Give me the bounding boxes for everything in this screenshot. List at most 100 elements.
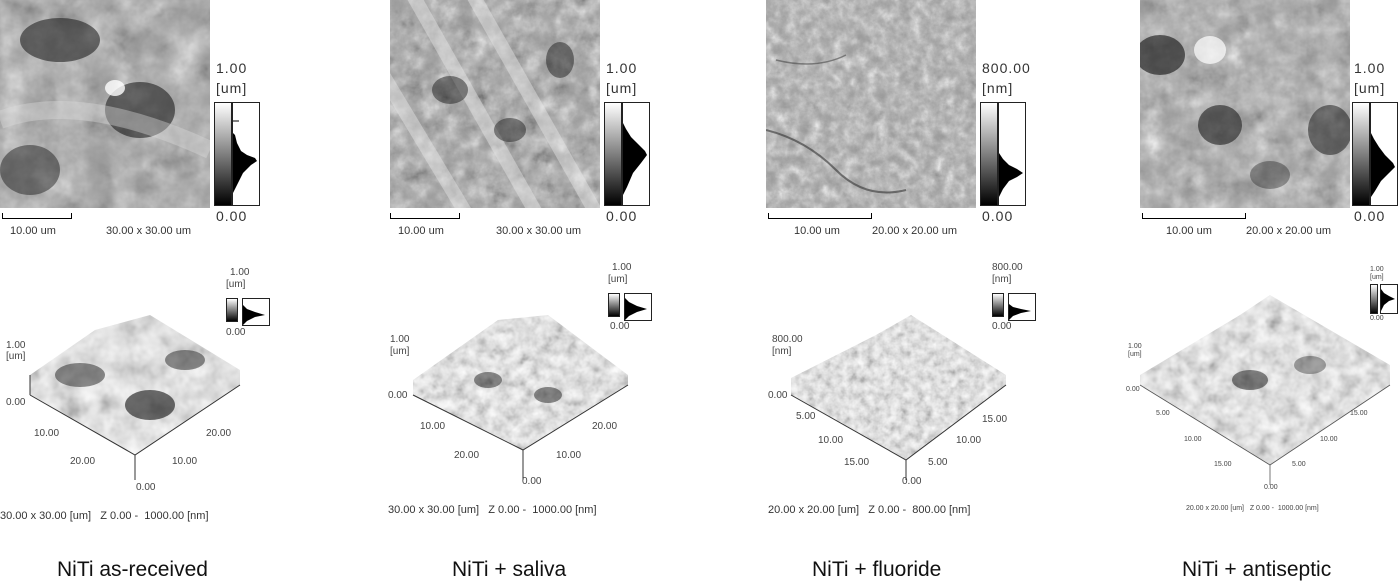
mini-colorbar-unit: [um]: [608, 274, 628, 285]
x-axis-label-1: 10.00: [420, 421, 446, 432]
mini-colorbar: [608, 293, 620, 317]
surface-footer: 20.00 x 20.00 [um] Z 0.00 - 800.00 [nm]: [768, 504, 971, 516]
axis-origin: 0.00: [136, 482, 156, 493]
x-axis-label-2: 20.00: [70, 456, 96, 467]
mini-histogram: [242, 298, 270, 326]
scale-bar-label: 10.00 um: [1166, 225, 1212, 237]
surface-footer: 20.00 x 20.00 [um] Z 0.00 - 1000.00 [nm]: [1186, 505, 1319, 512]
scan-size: 20.00 x 20.00 um: [1246, 225, 1332, 237]
mini-colorbar: [226, 298, 238, 322]
scale-bar: [2, 213, 72, 219]
colorbar: [1352, 102, 1370, 206]
z-axis-max: 1.00: [390, 334, 410, 345]
mini-colorbar-min: 0.00: [610, 321, 630, 332]
mini-histogram: [1380, 284, 1398, 314]
panel-caption: NiTi + fluoride: [812, 558, 942, 581]
z-axis-min: 0.00: [6, 397, 26, 408]
y-axis-label-1: 10.00: [556, 450, 582, 461]
scale-bar-label: 10.00 um: [794, 225, 840, 237]
afm-3d-surface: [388, 300, 648, 500]
panel-saliva: 1.00 [um] 0.00 10.00 um 30.00 x 30.00 um…: [388, 0, 688, 583]
y-axis-label-1: 5.00: [1292, 461, 1306, 468]
mini-histogram: [624, 293, 652, 321]
x-axis-label-2: 20.00: [454, 450, 480, 461]
x-axis-label-2: 10.00: [818, 435, 844, 446]
afm-3d-surface: [1139, 290, 1391, 490]
z-axis-min: 0.00: [768, 390, 788, 401]
mini-colorbar-max: 800.00: [992, 262, 1023, 273]
y-axis-label-2: 10.00: [1320, 436, 1338, 443]
colorbar-max: 800.00: [982, 60, 1031, 76]
colorbar-min: 0.00: [606, 208, 638, 224]
y-axis-label-2: 20.00: [206, 428, 232, 439]
afm-3d-surface: [0, 300, 260, 500]
scale-bar-label: 10.00 um: [398, 225, 444, 237]
panel-caption: NiTi + antiseptic: [1182, 558, 1332, 581]
scale-bar: [1142, 213, 1246, 219]
y-axis-label-3: 15.00: [1350, 410, 1368, 417]
panel-fluoride: 800.00 [nm] 0.00 10.00 um 20.00 x 20.00 …: [766, 0, 1066, 583]
colorbar-max: 1.00: [216, 60, 248, 76]
scale-bar: [390, 213, 460, 219]
colorbar-max: 1.00: [606, 60, 638, 76]
z-axis-max: 1.00: [6, 340, 26, 351]
z-axis-min: 0.00: [1126, 386, 1140, 393]
z-axis-max: 1.00: [1128, 343, 1142, 350]
x-axis-label-3: 15.00: [844, 457, 870, 468]
y-axis-label-3: 15.00: [982, 414, 1008, 425]
height-histogram: [232, 102, 260, 206]
height-histogram: [998, 102, 1026, 206]
axis-origin: 0.00: [902, 476, 922, 487]
mini-colorbar-unit: [um]: [1370, 274, 1384, 281]
mini-histogram: [1008, 293, 1036, 321]
height-histogram: [622, 102, 650, 206]
mini-colorbar-min: 0.00: [226, 327, 246, 338]
z-axis-unit: [um]: [6, 351, 26, 362]
mini-colorbar-max: 1.00: [230, 267, 250, 278]
x-axis-label-2: 10.00: [1184, 436, 1202, 443]
colorbar: [214, 102, 232, 206]
z-axis-min: 0.00: [388, 390, 408, 401]
mini-colorbar: [992, 293, 1004, 317]
y-axis-label-1: 10.00: [172, 456, 198, 467]
axis-origin: 0.00: [522, 476, 542, 487]
colorbar-unit: [um]: [216, 80, 248, 96]
scan-size: 30.00 x 30.00 um: [106, 225, 192, 237]
y-axis-label-2: 20.00: [592, 421, 618, 432]
panel-as-received: 1.00 [um] 0.00 10.00 um 30.00 x 30.00 um…: [0, 0, 300, 583]
y-axis-label-2: 10.00: [956, 435, 982, 446]
afm-height-image: [0, 0, 210, 208]
x-axis-label-1: 5.00: [796, 411, 816, 422]
z-axis-max: 800.00: [772, 334, 803, 345]
scale-bar-label: 10.00 um: [10, 225, 56, 237]
scan-size: 30.00 x 30.00 um: [496, 225, 582, 237]
colorbar-min: 0.00: [216, 208, 248, 224]
colorbar: [980, 102, 998, 206]
x-axis-label-1: 10.00: [34, 428, 60, 439]
scan-size: 20.00 x 20.00 um: [872, 225, 958, 237]
surface-footer: 30.00 x 30.00 [um] Z 0.00 - 1000.00 [nm]: [0, 510, 209, 522]
colorbar-max: 1.00: [1354, 60, 1386, 76]
afm-height-image: [766, 0, 976, 208]
surface-footer: 30.00 x 30.00 [um] Z 0.00 - 1000.00 [nm]: [388, 504, 597, 516]
colorbar-min: 0.00: [982, 208, 1014, 224]
height-histogram: [1370, 102, 1398, 206]
mini-colorbar-min: 0.00: [1370, 315, 1384, 322]
colorbar: [604, 102, 622, 206]
scale-bar: [768, 213, 872, 219]
mini-colorbar: [1370, 284, 1378, 314]
panel-caption: NiTi as-received: [57, 558, 208, 581]
z-axis-unit: [nm]: [772, 346, 792, 357]
afm-height-image: [390, 0, 600, 208]
x-axis-label-3: 15.00: [1214, 461, 1232, 468]
mini-colorbar-min: 0.00: [992, 321, 1012, 332]
colorbar-unit: [um]: [606, 80, 638, 96]
mini-colorbar-unit: [um]: [226, 279, 246, 290]
colorbar-unit: [um]: [1354, 80, 1386, 96]
panel-caption: NiTi + saliva: [452, 558, 567, 581]
z-axis-unit: [um]: [390, 346, 410, 357]
colorbar-unit: [nm]: [982, 80, 1014, 96]
colorbar-min: 0.00: [1354, 208, 1386, 224]
afm-3d-surface: [766, 300, 1026, 500]
y-axis-label-1: 5.00: [928, 457, 948, 468]
